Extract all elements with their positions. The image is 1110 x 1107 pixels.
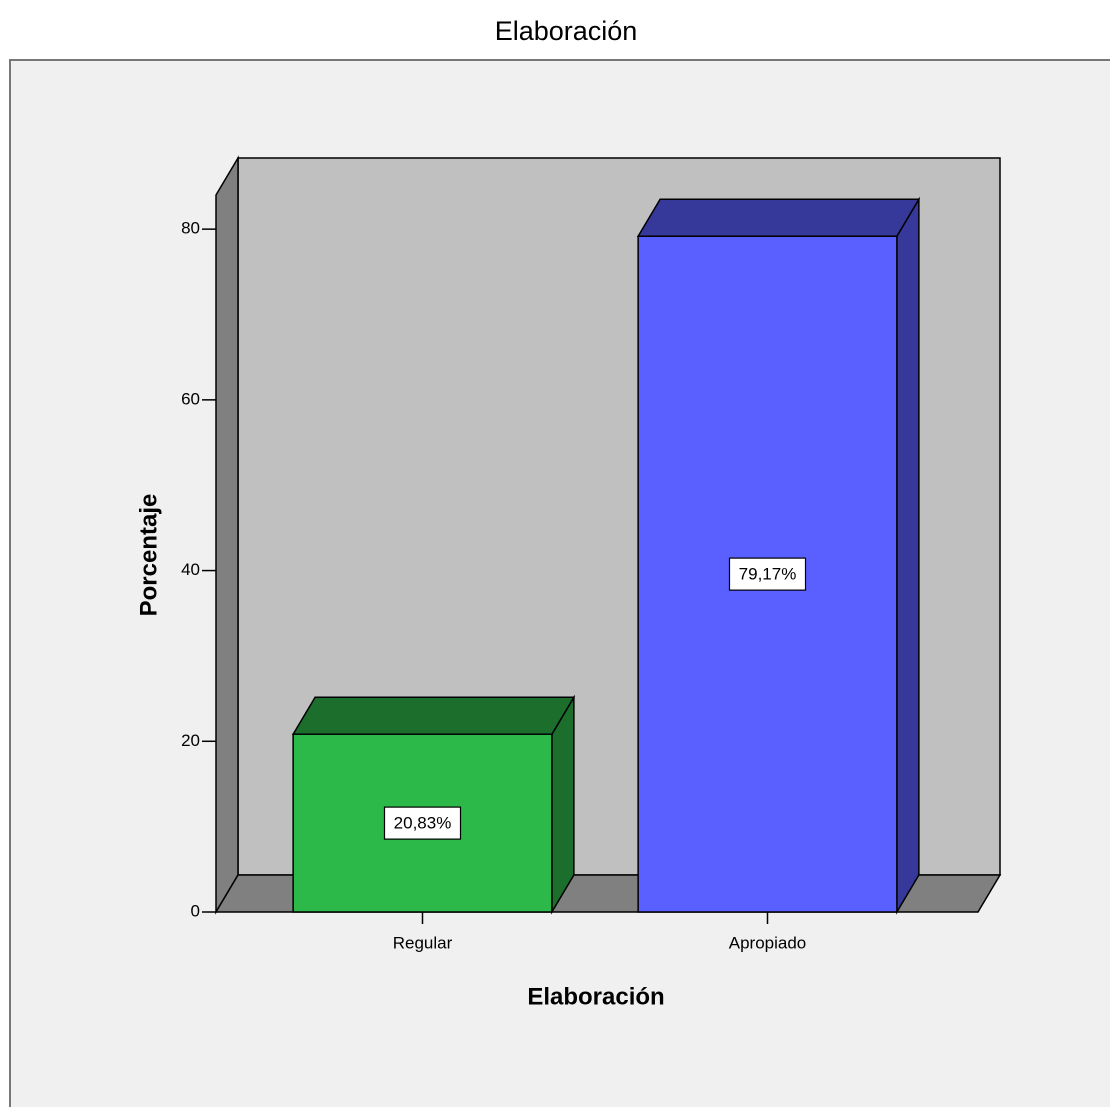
x-axis-title: Elaboración — [527, 983, 664, 1010]
y-axis-title: Porcentaje — [135, 494, 162, 617]
side-wall — [215, 155, 239, 915]
bar-side — [896, 196, 920, 915]
y-tick-label: 80 — [181, 219, 200, 238]
bar — [636, 196, 921, 915]
value-label-box — [383, 806, 462, 840]
y-tick-label: 40 — [181, 560, 200, 579]
value-label: 79,17% — [739, 565, 797, 584]
bar — [291, 694, 576, 915]
value-label: 20,83% — [394, 814, 452, 833]
bar-top — [636, 198, 921, 237]
y-tick-label: 20 — [181, 731, 200, 750]
chart-title: Elaboración — [495, 16, 638, 46]
value-label-box — [728, 557, 807, 591]
y-tick-label: 60 — [181, 389, 200, 408]
x-tick-label: Apropiado — [729, 933, 807, 952]
bar-top — [291, 696, 576, 735]
x-tick-label: Regular — [393, 933, 453, 952]
y-tick-label: 0 — [191, 901, 200, 920]
